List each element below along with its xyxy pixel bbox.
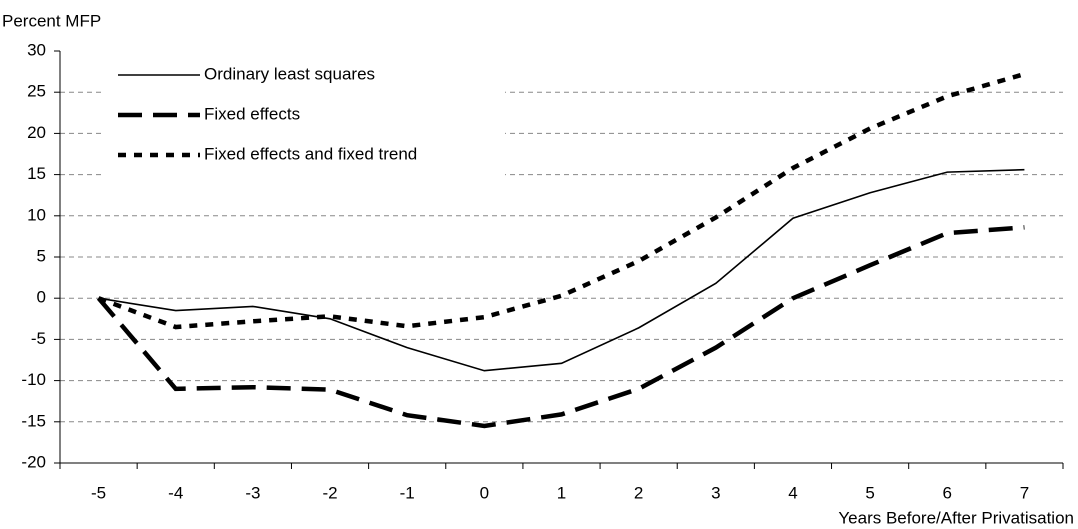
y-tick-label: -20 [21,452,46,471]
y-tick-label: -5 [31,329,46,348]
x-tick-label: 1 [557,483,566,502]
y-tick-label: 30 [27,40,46,59]
x-tick-label: 7 [1020,483,1029,502]
y-tick-label: -10 [21,370,46,389]
x-tick-label: 3 [711,483,720,502]
legend-label: Fixed effects [204,104,300,123]
x-tick-label: -1 [400,483,415,502]
x-tick-label: 4 [788,483,797,502]
line-series [96,225,1025,429]
x-tick-label: 0 [480,483,489,502]
x-tick-label: -2 [322,483,337,502]
x-tick-label: 2 [634,483,643,502]
x-tick-label: -4 [168,483,183,502]
line-series [98,168,1025,372]
y-tick-label: 25 [27,82,46,101]
y-tick-label: 20 [27,123,46,142]
x-axis-label: Years Before/After Privatisation [838,508,1074,527]
y-tick-label: 0 [37,288,46,307]
y-tick-label: -15 [21,411,46,430]
x-tick-label: 6 [943,483,952,502]
x-tick-label: 5 [865,483,874,502]
y-tick-label: 5 [37,246,46,265]
legend-label: Ordinary least squares [204,64,375,83]
y-tick-label: 10 [27,205,46,224]
y-axis-label: Percent MFP [2,11,101,30]
x-tick-label: -3 [245,483,260,502]
legend-label: Fixed effects and fixed trend [204,144,417,163]
x-tick-label: -5 [91,483,106,502]
y-tick-label: 15 [27,164,46,183]
